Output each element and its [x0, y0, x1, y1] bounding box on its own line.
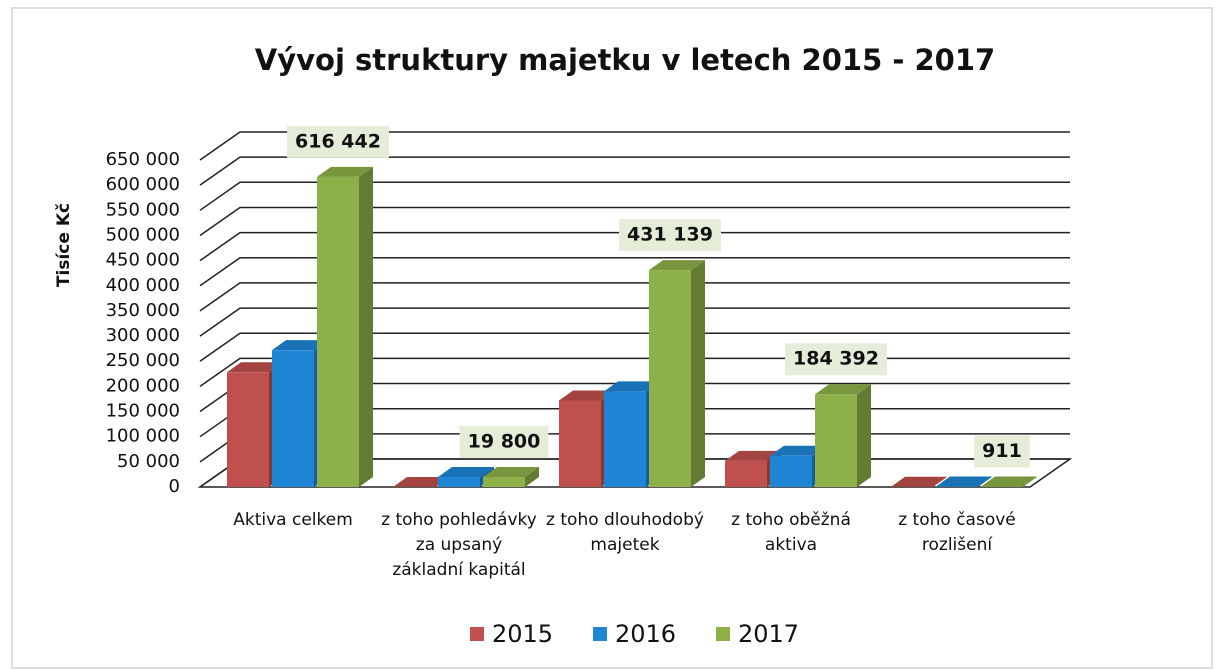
legend-label: 2016 — [615, 620, 677, 648]
bar — [815, 394, 857, 487]
y-tick-label: 650 000 — [106, 149, 180, 170]
data-label-bg — [619, 219, 721, 252]
y-tick-label: 400 000 — [106, 275, 180, 296]
x-tick-label: z toho časové rozlišení — [898, 510, 1016, 555]
bar-top — [649, 260, 705, 271]
data-label-bg — [974, 435, 1030, 468]
grid-line — [199, 282, 1070, 312]
y-axis-label: Tisíce Kč — [54, 203, 74, 287]
bar-top — [393, 477, 449, 487]
bar-top — [815, 384, 871, 395]
y-tick-label: 150 000 — [106, 401, 180, 422]
bar-side — [691, 260, 705, 487]
grid-line — [199, 156, 1070, 186]
bar — [483, 477, 525, 487]
y-tick-label: 350 000 — [106, 300, 180, 321]
bar-top — [438, 467, 494, 478]
x-tick-label: z toho pohledávky za upsaný základní kap… — [381, 510, 537, 580]
bar-top — [272, 340, 328, 351]
legend-item: 2015 — [470, 620, 553, 648]
y-tick-label: 600 000 — [106, 174, 180, 195]
legend-swatch — [716, 627, 730, 641]
grid-line — [199, 206, 1070, 237]
bar-side — [359, 166, 373, 487]
bar-side — [978, 476, 992, 487]
bar — [649, 270, 691, 487]
data-label-bg — [785, 343, 887, 376]
bar — [317, 176, 359, 487]
data-label: 184 392 — [793, 348, 879, 370]
data-label: 911 — [982, 440, 1022, 462]
legend-label: 2015 — [492, 620, 554, 648]
bar-side — [525, 467, 539, 487]
bar — [272, 350, 314, 487]
grid-line — [199, 332, 1070, 362]
y-tick-label: 500 000 — [106, 224, 180, 245]
chart-title: Vývoj struktury majetku v letech 2015 - … — [255, 43, 995, 77]
frame — [11, 7, 1213, 669]
legend-item: 2016 — [593, 620, 676, 648]
bar-top — [936, 476, 992, 487]
bar — [770, 455, 812, 487]
y-tick-label: 100 000 — [106, 426, 180, 447]
bar-top — [891, 476, 947, 487]
bar — [438, 477, 480, 487]
legend-label: 2017 — [738, 620, 800, 648]
bar-side — [857, 384, 871, 487]
y-tick-label: 0 — [169, 476, 180, 497]
grid-line — [199, 307, 1070, 337]
bar-top — [483, 467, 539, 478]
grid-line — [199, 181, 1070, 211]
bar-top — [604, 381, 660, 392]
grid-line — [199, 231, 1070, 262]
data-label-bg — [287, 125, 389, 158]
bar-top — [725, 450, 781, 461]
bar-top — [317, 166, 373, 177]
bar — [604, 391, 646, 487]
data-label-bg — [459, 426, 549, 459]
bar-side — [933, 476, 947, 487]
data-label: 616 442 — [295, 130, 381, 152]
y-tick-label: 300 000 — [106, 325, 180, 346]
bar — [725, 460, 767, 487]
bar-top — [770, 445, 826, 456]
bar-side — [1023, 476, 1037, 487]
bar-top — [981, 476, 1037, 487]
legend-item: 2017 — [716, 620, 799, 648]
data-label: 19 800 — [468, 431, 541, 453]
x-tick-label: Aktiva celkem — [233, 510, 353, 530]
y-tick-label: 250 000 — [106, 350, 180, 371]
bar-top — [227, 362, 283, 373]
data-label: 431 139 — [627, 224, 713, 246]
bar — [227, 372, 269, 487]
bar — [559, 400, 601, 487]
bar-top — [559, 390, 615, 401]
y-tick-label: 450 000 — [106, 250, 180, 271]
y-tick-label: 50 000 — [117, 451, 180, 472]
x-tick-label: z toho oběžná aktiva — [731, 510, 851, 555]
grid-line — [199, 257, 1070, 287]
legend-swatch — [470, 627, 484, 641]
y-tick-label: 200 000 — [106, 375, 180, 396]
legend-swatch — [593, 627, 607, 641]
grid-line — [199, 131, 1070, 161]
y-tick-label: 550 000 — [106, 199, 180, 220]
x-tick-label: z toho dlouhodobý majetek — [546, 510, 704, 555]
